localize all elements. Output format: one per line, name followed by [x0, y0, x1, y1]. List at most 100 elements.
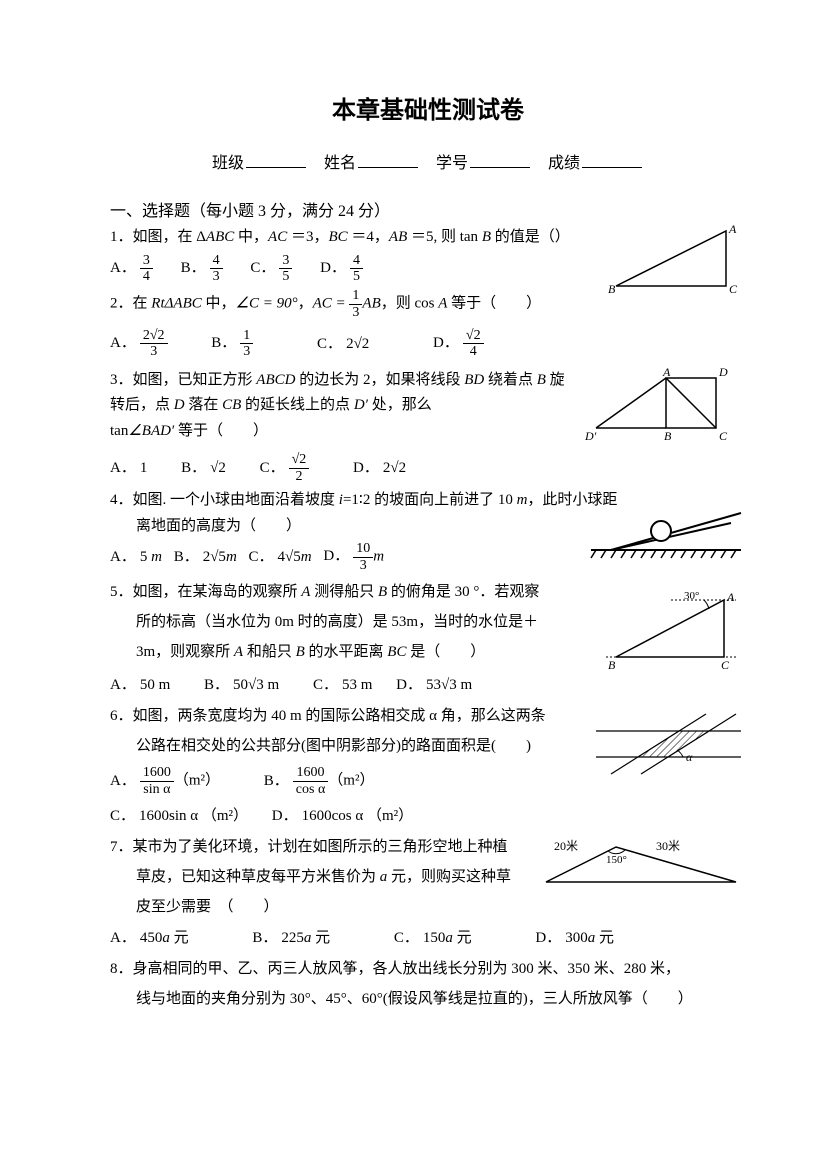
q5-fig-A: A	[726, 590, 735, 604]
q6-optB-u: （m²）	[328, 773, 374, 789]
q6-optD-l: D．	[272, 808, 298, 824]
q3-l2c: 落在	[185, 397, 223, 413]
q7-optC[interactable]: C．150a 元	[394, 926, 472, 950]
q7-optC-a: a	[445, 930, 453, 946]
q2-pre: 在	[133, 296, 152, 312]
q5-optD-l: D．	[396, 677, 422, 693]
q6-optD[interactable]: D．1600cos α （m²）	[272, 804, 413, 828]
q7-optB[interactable]: B．225a 元	[252, 926, 330, 950]
id-label: 学号	[436, 155, 468, 172]
q5-optD[interactable]: D．53√3 m	[396, 673, 472, 697]
q2-optB[interactable]: B．13	[211, 328, 253, 360]
q1-optB[interactable]: B．43	[181, 253, 223, 285]
q8-num: 8．	[110, 961, 133, 977]
q3-angle: ∠BAD′	[128, 423, 174, 439]
q3-optB[interactable]: B．√2	[181, 456, 226, 480]
q4-optD[interactable]: D．103m	[323, 541, 384, 573]
q4-m: m	[517, 492, 528, 508]
q1-optB-d: 3	[210, 269, 223, 284]
q2-optD-l: D．	[433, 335, 459, 351]
q2-optD-d: 4	[463, 344, 484, 359]
q5-l3b: 和船只	[243, 644, 296, 660]
q3-fig-B: B	[664, 429, 672, 443]
q4-optC[interactable]: C．4√5m	[249, 545, 312, 569]
question-5: 5．如图，在某海岛的观察所 A 测得船只 B 的俯角是 30 °．若观察 所的标…	[110, 577, 746, 698]
q1-optA[interactable]: A．34	[110, 253, 153, 285]
q3-optC[interactable]: C．√22	[260, 452, 310, 484]
q5-l2: 所的标高（当水位为 0m 时的高度）是 53m，当时的水位是＋	[110, 614, 538, 630]
q6-optC[interactable]: C．1600sin α （m²）	[110, 804, 248, 828]
q5-optB-v: 50√3 m	[233, 677, 279, 693]
q4-optA-m: m	[147, 549, 162, 565]
q4-optB[interactable]: B．2√5m	[174, 545, 237, 569]
q3-l2a: 着点	[503, 372, 537, 388]
q2-tri: ΔABC	[165, 296, 202, 312]
q7-fig-right: 30米	[656, 839, 680, 853]
q3-optC-d: 2	[289, 469, 310, 484]
name-blank[interactable]	[358, 152, 418, 168]
q7-l2b: 元，则购买这种草	[387, 869, 511, 885]
q1-text: 如图，在 Δ	[133, 229, 206, 245]
class-blank[interactable]	[246, 152, 306, 168]
q2-optC[interactable]: C．2√2	[317, 332, 369, 356]
q1-ac: AC	[268, 229, 287, 245]
q5-optA-l: A．	[110, 677, 136, 693]
q6-optA[interactable]: A．1600sin α（m²）	[110, 765, 220, 797]
q4-optC-m: m	[301, 549, 312, 565]
q5-optB[interactable]: B．50√3 m	[204, 673, 279, 697]
section-1-header: 一、选择题（每小题 3 分，满分 24 分）	[110, 197, 746, 221]
q5-num: 5．	[110, 584, 133, 600]
q7-optC-l: C．	[394, 930, 419, 946]
q6-optB-l: B．	[264, 773, 289, 789]
id-blank[interactable]	[470, 152, 530, 168]
q1-optB-n: 4	[210, 253, 223, 269]
q5-l3c: 的水平距离	[305, 644, 388, 660]
q4-optA[interactable]: A．5 m	[110, 545, 162, 569]
q3-optA[interactable]: A．1	[110, 456, 147, 480]
q4-optD-d: 3	[353, 558, 373, 573]
q1-optD-d: 5	[350, 269, 363, 284]
q6-optD-v: 1600cos α （m²）	[302, 808, 414, 824]
q5-l1c: 的俯角是 30 °．若观察	[387, 584, 539, 600]
q2-optD[interactable]: D．√24	[433, 328, 484, 360]
q5-fig-B: B	[608, 658, 616, 672]
question-4: 4．如图. 一个小球由地面沿着坡度 i=1∶2 的坡面向上前进了 10 m，此时…	[110, 488, 746, 573]
q3-l2e: 处，那么	[368, 397, 432, 413]
q7-optA[interactable]: A．450a 元	[110, 926, 189, 950]
q2-fd: 3	[349, 305, 362, 320]
q6-optA-d: sin α	[140, 782, 174, 797]
q1-optC[interactable]: C．35	[250, 253, 292, 285]
q3-fig-A: A	[662, 368, 671, 379]
q5-optA[interactable]: A．50 m	[110, 673, 170, 697]
q2-m1: 中，	[202, 296, 236, 312]
q8-l1: 身高相同的甲、乙、丙三人放风筝，各人放出线长分别为 300 米、350 米、28…	[133, 961, 681, 977]
q4-optD-n: 10	[353, 541, 373, 557]
q6-optB[interactable]: B．1600cos α（m²）	[264, 765, 375, 797]
q3-optB-v: √2	[210, 460, 226, 476]
question-7: 7．某市为了美化环境，计划在如图所示的三角形空地上种植 草皮，已知这种草皮每平方…	[110, 832, 746, 951]
score-blank[interactable]	[582, 152, 642, 168]
q6-optA-n: 1600	[140, 765, 174, 781]
q7-l3: 皮至少需要 （ ）	[110, 899, 279, 915]
q1-bcv: ＝4，	[348, 229, 389, 245]
q1-optD[interactable]: D．45	[320, 253, 363, 285]
q6-figure: α	[591, 709, 746, 792]
q3-optD-v: 2√2	[383, 460, 406, 476]
q3-optD[interactable]: D．2√2	[353, 456, 406, 480]
q6-num: 6．	[110, 708, 133, 724]
q4-l1: 如图. 一个小球由地面沿着坡度	[133, 492, 339, 508]
q3-l3b: 等于（ ）	[174, 423, 268, 439]
q5-optC-l: C．	[313, 677, 338, 693]
q4-optA-l: A．	[110, 549, 136, 565]
q3-num: 3．	[110, 372, 133, 388]
q5-optC[interactable]: C．53 m	[313, 673, 372, 697]
q2-optD-n: √2	[463, 328, 484, 344]
q7-optD[interactable]: D．300a 元	[535, 926, 614, 950]
q4-optD-l: D．	[323, 548, 349, 564]
q2-optA[interactable]: A．2√23	[110, 328, 168, 360]
q2-ab: AB	[362, 296, 380, 312]
q5-optD-v: 53√3 m	[426, 677, 472, 693]
q6-optC-l: C．	[110, 808, 135, 824]
q3-optC-l: C．	[260, 460, 285, 476]
q2-rt: Rt	[151, 296, 164, 312]
